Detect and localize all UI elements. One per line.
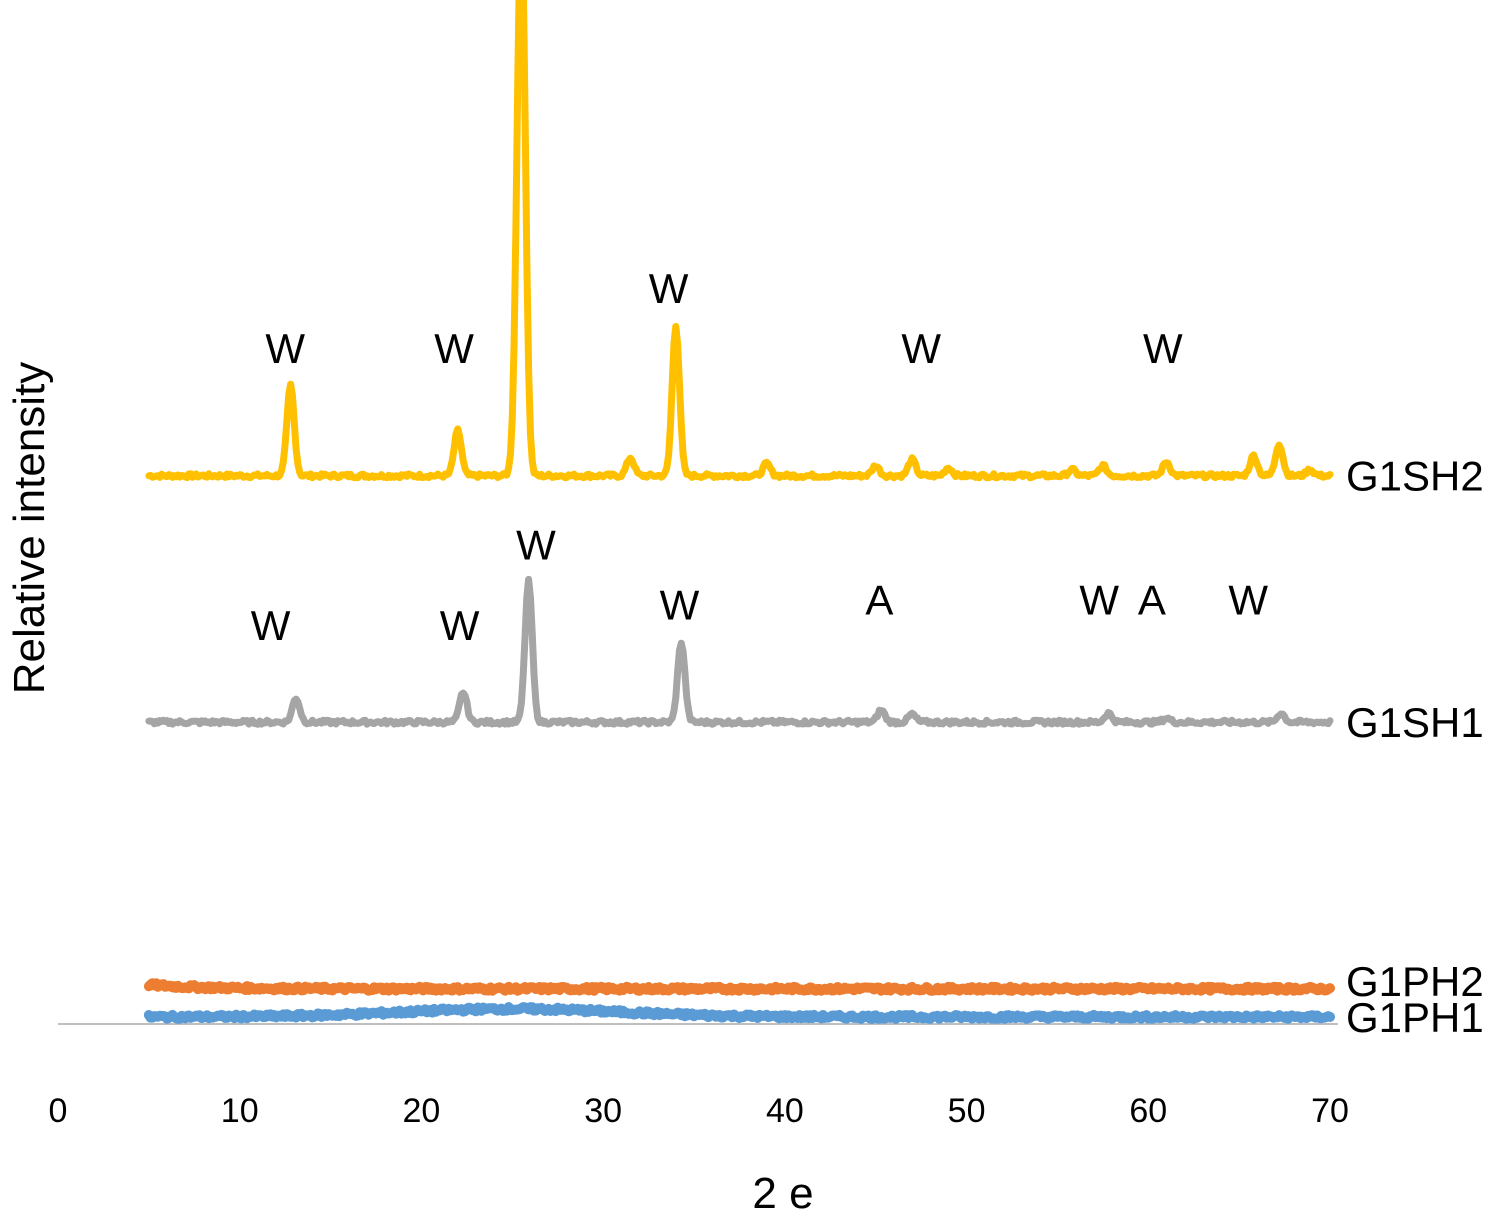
peak-label: W	[434, 325, 474, 372]
peak-label: W	[251, 602, 291, 649]
series-label-g1ph1: G1PH1	[1346, 994, 1484, 1041]
series-label-g1ph2: G1PH2	[1346, 958, 1484, 1005]
peak-label: W	[516, 521, 556, 568]
series-layer	[143, 0, 1335, 1024]
peak-label: W	[649, 265, 689, 312]
peak-annotations: WWWWWWWWWWAWAW	[251, 265, 1269, 649]
x-tick-label: 50	[948, 1092, 986, 1130]
peak-label: W	[1079, 577, 1119, 624]
x-axis-title: 2 e	[752, 1169, 813, 1218]
y-axis-title: Relative intensity	[5, 362, 54, 695]
peak-label: A	[1138, 577, 1166, 624]
peak-label: W	[660, 582, 700, 629]
x-tick-label: 20	[403, 1092, 441, 1130]
x-axis: 0 10 20 30 40 50 60 70	[49, 1023, 1349, 1130]
x-tick-label: 60	[1129, 1092, 1167, 1130]
series-label-g1sh2: G1SH2	[1346, 453, 1484, 500]
x-tick-label: 0	[49, 1092, 68, 1130]
x-tick-label: 70	[1311, 1092, 1349, 1130]
series-line-g1sh1	[145, 575, 1334, 728]
peak-label: W	[265, 325, 305, 372]
peak-label: W	[440, 602, 480, 649]
x-tick-label: 10	[221, 1092, 259, 1130]
series-line-g1ph1	[143, 1002, 1335, 1024]
x-tick-label: 40	[766, 1092, 804, 1130]
peak-label: W	[1228, 577, 1268, 624]
series-line-g1ph2	[143, 978, 1335, 996]
series-label-g1sh1: G1SH1	[1346, 699, 1484, 746]
peak-label: W	[1143, 325, 1183, 372]
x-tick-label: 30	[584, 1092, 622, 1130]
peak-label: W	[901, 325, 941, 372]
peak-label: A	[865, 577, 893, 624]
series-line-g1sh2	[145, 0, 1334, 482]
